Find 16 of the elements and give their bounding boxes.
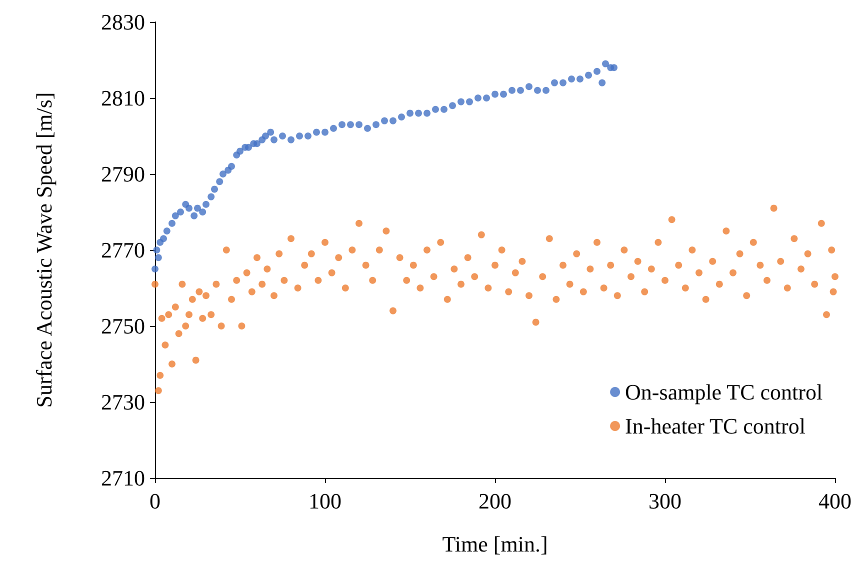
y-tick-label: 2730 <box>101 390 145 414</box>
legend-label: On-sample TC control <box>625 380 823 404</box>
y-tick-label: 2830 <box>101 10 145 34</box>
x-tick-label: 400 <box>818 488 852 514</box>
legend-label: In-heater TC control <box>625 414 806 438</box>
x-tick-label: 100 <box>308 488 342 514</box>
x-tick-label: 0 <box>150 488 160 514</box>
y-tick-label: 2790 <box>101 162 145 186</box>
y-tick-label: 2770 <box>101 238 145 262</box>
y-axis-title: Surface Acoustic Wave Speed [m/s] <box>32 92 56 408</box>
y-tick-label: 2710 <box>101 466 145 490</box>
y-tick-label: 2750 <box>101 314 145 338</box>
y-tick-label: 2810 <box>101 86 145 110</box>
x-axis-title: Time [min.] <box>442 532 548 556</box>
x-tick-label: 300 <box>648 488 682 514</box>
x-tick-label: 200 <box>478 488 512 514</box>
